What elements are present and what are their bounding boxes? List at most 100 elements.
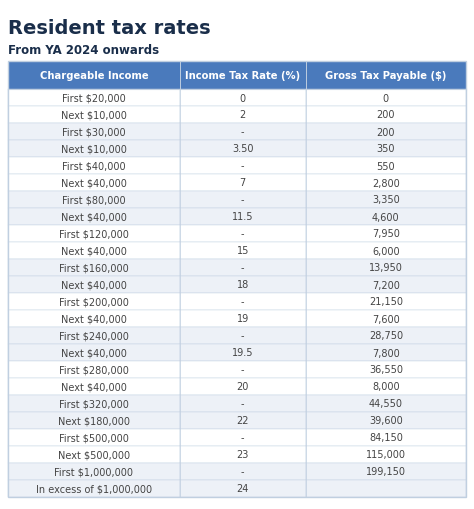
Text: 11.5: 11.5 [232, 212, 254, 222]
Text: 15: 15 [237, 246, 249, 256]
Bar [306, 395, 466, 412]
Text: -: - [241, 433, 245, 443]
Text: 28,750: 28,750 [369, 331, 403, 341]
Bar [306, 276, 466, 293]
Text: First $20,000: First $20,000 [62, 93, 126, 103]
Text: 2,800: 2,800 [372, 178, 400, 188]
Bar [8, 378, 180, 395]
Text: 550: 550 [376, 161, 395, 171]
Text: Next $40,000: Next $40,000 [61, 314, 127, 324]
Bar [306, 140, 466, 158]
Bar [180, 209, 306, 225]
Bar [8, 62, 180, 90]
Text: First $80,000: First $80,000 [62, 195, 126, 205]
Bar [180, 242, 306, 260]
Bar [306, 463, 466, 480]
Bar [8, 158, 180, 175]
Bar [180, 158, 306, 175]
Text: Next $40,000: Next $40,000 [61, 212, 127, 222]
Bar [306, 90, 466, 107]
Text: 39,600: 39,600 [369, 416, 403, 426]
Bar [180, 480, 306, 497]
Text: Next $40,000: Next $40,000 [61, 280, 127, 290]
Text: Gross Tax Payable ($): Gross Tax Payable ($) [325, 71, 447, 81]
Bar [306, 310, 466, 327]
Text: 0: 0 [383, 93, 389, 103]
Bar [306, 480, 466, 497]
Text: 6,000: 6,000 [372, 246, 400, 256]
Text: 22: 22 [237, 416, 249, 426]
Bar [8, 225, 180, 242]
Text: First $280,000: First $280,000 [59, 365, 129, 375]
Bar [8, 62, 466, 497]
Text: -: - [241, 399, 245, 409]
Text: 7,800: 7,800 [372, 348, 400, 358]
Bar [306, 225, 466, 242]
Bar [180, 361, 306, 378]
Bar [306, 260, 466, 276]
Text: -: - [241, 161, 245, 171]
Bar [8, 293, 180, 310]
Bar [8, 446, 180, 463]
Text: 8,000: 8,000 [372, 382, 400, 392]
Text: First $120,000: First $120,000 [59, 229, 129, 239]
Bar [180, 327, 306, 344]
Bar [180, 310, 306, 327]
Text: 36,550: 36,550 [369, 365, 403, 375]
Bar [306, 361, 466, 378]
Text: Next $10,000: Next $10,000 [61, 110, 127, 120]
Text: 19: 19 [237, 314, 249, 324]
Text: First $200,000: First $200,000 [59, 297, 129, 307]
Bar [180, 191, 306, 209]
Text: -: - [241, 297, 245, 307]
Bar [8, 124, 180, 140]
Bar [306, 327, 466, 344]
Text: 115,000: 115,000 [366, 449, 406, 460]
Text: 200: 200 [377, 110, 395, 120]
Text: 7,200: 7,200 [372, 280, 400, 290]
Bar [180, 140, 306, 158]
Text: 3,350: 3,350 [372, 195, 400, 205]
Text: 20: 20 [237, 382, 249, 392]
Bar [180, 446, 306, 463]
Text: -: - [241, 263, 245, 273]
Text: 199,150: 199,150 [366, 467, 406, 476]
Text: Next $40,000: Next $40,000 [61, 382, 127, 392]
Text: Next $40,000: Next $40,000 [61, 246, 127, 256]
Text: First $40,000: First $40,000 [62, 161, 126, 171]
Text: Next $40,000: Next $40,000 [61, 178, 127, 188]
Bar [180, 429, 306, 446]
Text: First $30,000: First $30,000 [62, 127, 126, 137]
Bar [306, 293, 466, 310]
Bar [8, 327, 180, 344]
Bar [306, 158, 466, 175]
Text: Income Tax Rate (%): Income Tax Rate (%) [185, 71, 301, 81]
Text: -: - [241, 467, 245, 476]
Bar [306, 412, 466, 429]
Text: First $320,000: First $320,000 [59, 399, 129, 409]
Bar [8, 463, 180, 480]
Bar [306, 378, 466, 395]
Bar [8, 344, 180, 361]
Text: 4,600: 4,600 [372, 212, 400, 222]
Text: 21,150: 21,150 [369, 297, 403, 307]
Text: 19.5: 19.5 [232, 348, 254, 358]
Text: First $500,000: First $500,000 [59, 433, 129, 443]
Bar [8, 412, 180, 429]
Bar [8, 209, 180, 225]
Text: 7: 7 [239, 178, 246, 188]
Bar [306, 446, 466, 463]
Bar [306, 242, 466, 260]
Bar [8, 429, 180, 446]
Text: 23: 23 [237, 449, 249, 460]
Bar [8, 107, 180, 124]
Text: From YA 2024 onwards: From YA 2024 onwards [8, 43, 159, 56]
Bar [8, 276, 180, 293]
Text: -: - [241, 127, 245, 137]
Bar [8, 90, 180, 107]
Bar [8, 260, 180, 276]
Text: 2: 2 [239, 110, 246, 120]
Bar [306, 107, 466, 124]
Text: First $160,000: First $160,000 [59, 263, 129, 273]
Bar [306, 175, 466, 191]
